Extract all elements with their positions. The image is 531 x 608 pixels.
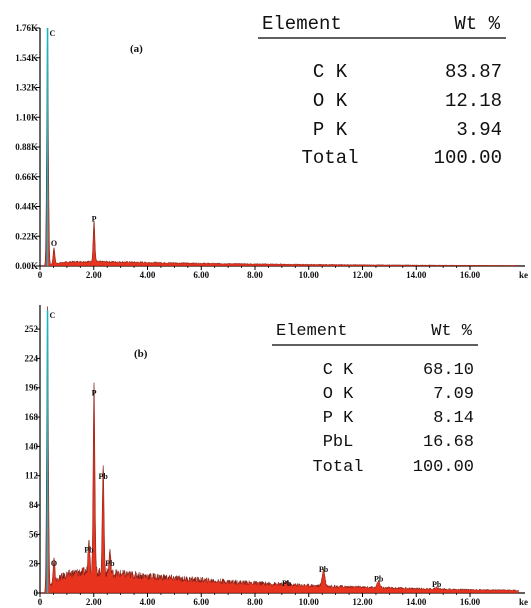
peak-label: Pb [84, 545, 94, 554]
panel-b-row-element: Total [312, 458, 363, 477]
panel-a-x-ticks: 0 2.00 4.00 6.00 8.00 10.00 12.00 14.00 16.00 [38, 266, 481, 280]
panel-a-table-header-element: Element [262, 13, 342, 35]
y-tick-label: 168 [25, 412, 39, 422]
panel-a-row-element: Total [301, 147, 358, 169]
panel-b-table: Element Wt % C K 68.10 O K 7.09 P K 8.14… [272, 322, 478, 477]
panel-b-row-element: O K [323, 385, 354, 404]
x-tick-label: 12.00 [352, 270, 373, 280]
y-tick-label: 0 [34, 588, 39, 598]
spectrum-area [40, 27, 519, 267]
panel-b-y-ticks: 0 28 56 84 112 140 168 196 224 252 [25, 324, 40, 598]
y-tick-label: 0.66K [15, 172, 38, 182]
panel-b-row-element: PbL [323, 433, 354, 452]
panel-b-row-wt: 7.09 [433, 385, 474, 404]
peak-label: Pb [105, 559, 115, 568]
y-tick-label: 0.00K [15, 261, 38, 271]
x-tick-label: 10.00 [299, 270, 320, 280]
peak-label: Pb [319, 565, 329, 574]
peak-label: P [92, 388, 97, 397]
x-tick-label: 10.00 [299, 597, 320, 607]
panel-a-row-wt: 83.87 [445, 61, 502, 83]
peak-label: Pb [282, 579, 292, 588]
peak-label: Pb [374, 575, 384, 584]
panel-b-x-ticks: 0 2.00 4.00 6.00 8.00 10.00 12.00 14.00 16.00 [38, 593, 481, 607]
y-tick-label: 1.76K [15, 23, 38, 33]
y-tick-label: 224 [25, 353, 39, 363]
panel-a-spectrum [40, 27, 519, 267]
x-tick-label: 14.00 [406, 597, 427, 607]
panel-a: 0.00K 0.22K 0.44K 0.66K 0.88K 1.10K 1.32K 1.54K… [15, 13, 528, 280]
x-tick-label: 0 [38, 270, 43, 280]
y-tick-label: 56 [29, 529, 39, 539]
panel-a-table-header-wt: Wt % [454, 13, 500, 35]
panel-b-row-element: P K [323, 409, 354, 428]
x-tick-label: 0 [38, 597, 43, 607]
peak-label: P [92, 214, 97, 223]
x-tick-label: 12.00 [352, 597, 373, 607]
y-tick-label: 196 [25, 383, 39, 393]
panel-a-row-element: O K [313, 90, 348, 112]
y-tick-label: 0.22K [15, 231, 38, 241]
panel-b-label: (b) [134, 348, 148, 360]
x-tick-label: 8.00 [247, 597, 263, 607]
panel-a-row-wt: 12.18 [445, 90, 502, 112]
x-tick-label: 14.00 [406, 270, 427, 280]
panel-b-row-wt: 68.10 [423, 361, 474, 380]
y-tick-label: 140 [25, 441, 39, 451]
y-tick-label: 0.44K [15, 202, 38, 212]
panel-a-row-wt: 100.00 [434, 147, 502, 169]
x-tick-label: 4.00 [140, 270, 156, 280]
panel-a-x-unit: ke [519, 270, 528, 280]
x-tick-label: 2.00 [86, 270, 102, 280]
panel-a-y-ticks: 0.00K 0.22K 0.44K 0.66K 0.88K 1.10K 1.32K 1.54K… [15, 23, 40, 271]
x-tick-label: 2.00 [86, 597, 102, 607]
peak-label: O [51, 559, 57, 568]
y-tick-label: 1.10K [15, 112, 38, 122]
y-tick-label: 28 [29, 559, 39, 569]
panel-b-row-wt: 100.00 [413, 458, 474, 477]
peak-label: C [50, 29, 56, 38]
y-tick-label: 1.32K [15, 83, 38, 93]
x-tick-label: 8.00 [247, 270, 263, 280]
y-tick-label: 112 [25, 471, 39, 481]
peak-label: C [50, 311, 56, 320]
peak-label: Pb [432, 580, 442, 589]
panel-b: 0 28 56 84 112 140 168 196 224 252 0 2.00 4.00 6.00 8… [25, 305, 528, 607]
x-tick-label: 6.00 [193, 270, 209, 280]
peak-label: Pb [98, 472, 108, 481]
peak-label: O [51, 239, 57, 248]
panel-b-row-element: C K [323, 361, 354, 380]
y-tick-label: 252 [25, 324, 39, 334]
panel-a-table: Element Wt % C K 83.87 O K 12.18 P K 3.9… [258, 13, 506, 169]
spectrum-area [40, 306, 519, 594]
panel-b-spectrum [40, 306, 519, 594]
panel-b-table-header-element: Element [276, 322, 347, 341]
panel-a-label: (a) [130, 43, 143, 55]
y-tick-label: 0.88K [15, 142, 38, 152]
panel-b-table-header-wt: Wt % [431, 322, 473, 341]
panel-b-row-wt: 16.68 [423, 433, 474, 452]
x-tick-label: 6.00 [193, 597, 209, 607]
panel-a-peak-labels: C O P [50, 29, 97, 248]
panel-a-row-element: P K [313, 119, 348, 141]
panel-b-row-wt: 8.14 [433, 409, 474, 428]
y-tick-label: 1.54K [15, 53, 38, 63]
panel-a-row-element: C K [313, 61, 348, 83]
panel-a-row-wt: 3.94 [456, 119, 502, 141]
panel-b-peak-labels: C O P Pb Pb Pb Pb Pb Pb Pb [50, 311, 442, 589]
x-tick-label: 16.00 [460, 270, 481, 280]
y-tick-label: 84 [29, 500, 39, 510]
x-tick-label: 16.00 [460, 597, 481, 607]
x-tick-label: 4.00 [140, 597, 156, 607]
panel-b-x-unit: ke [519, 597, 528, 607]
